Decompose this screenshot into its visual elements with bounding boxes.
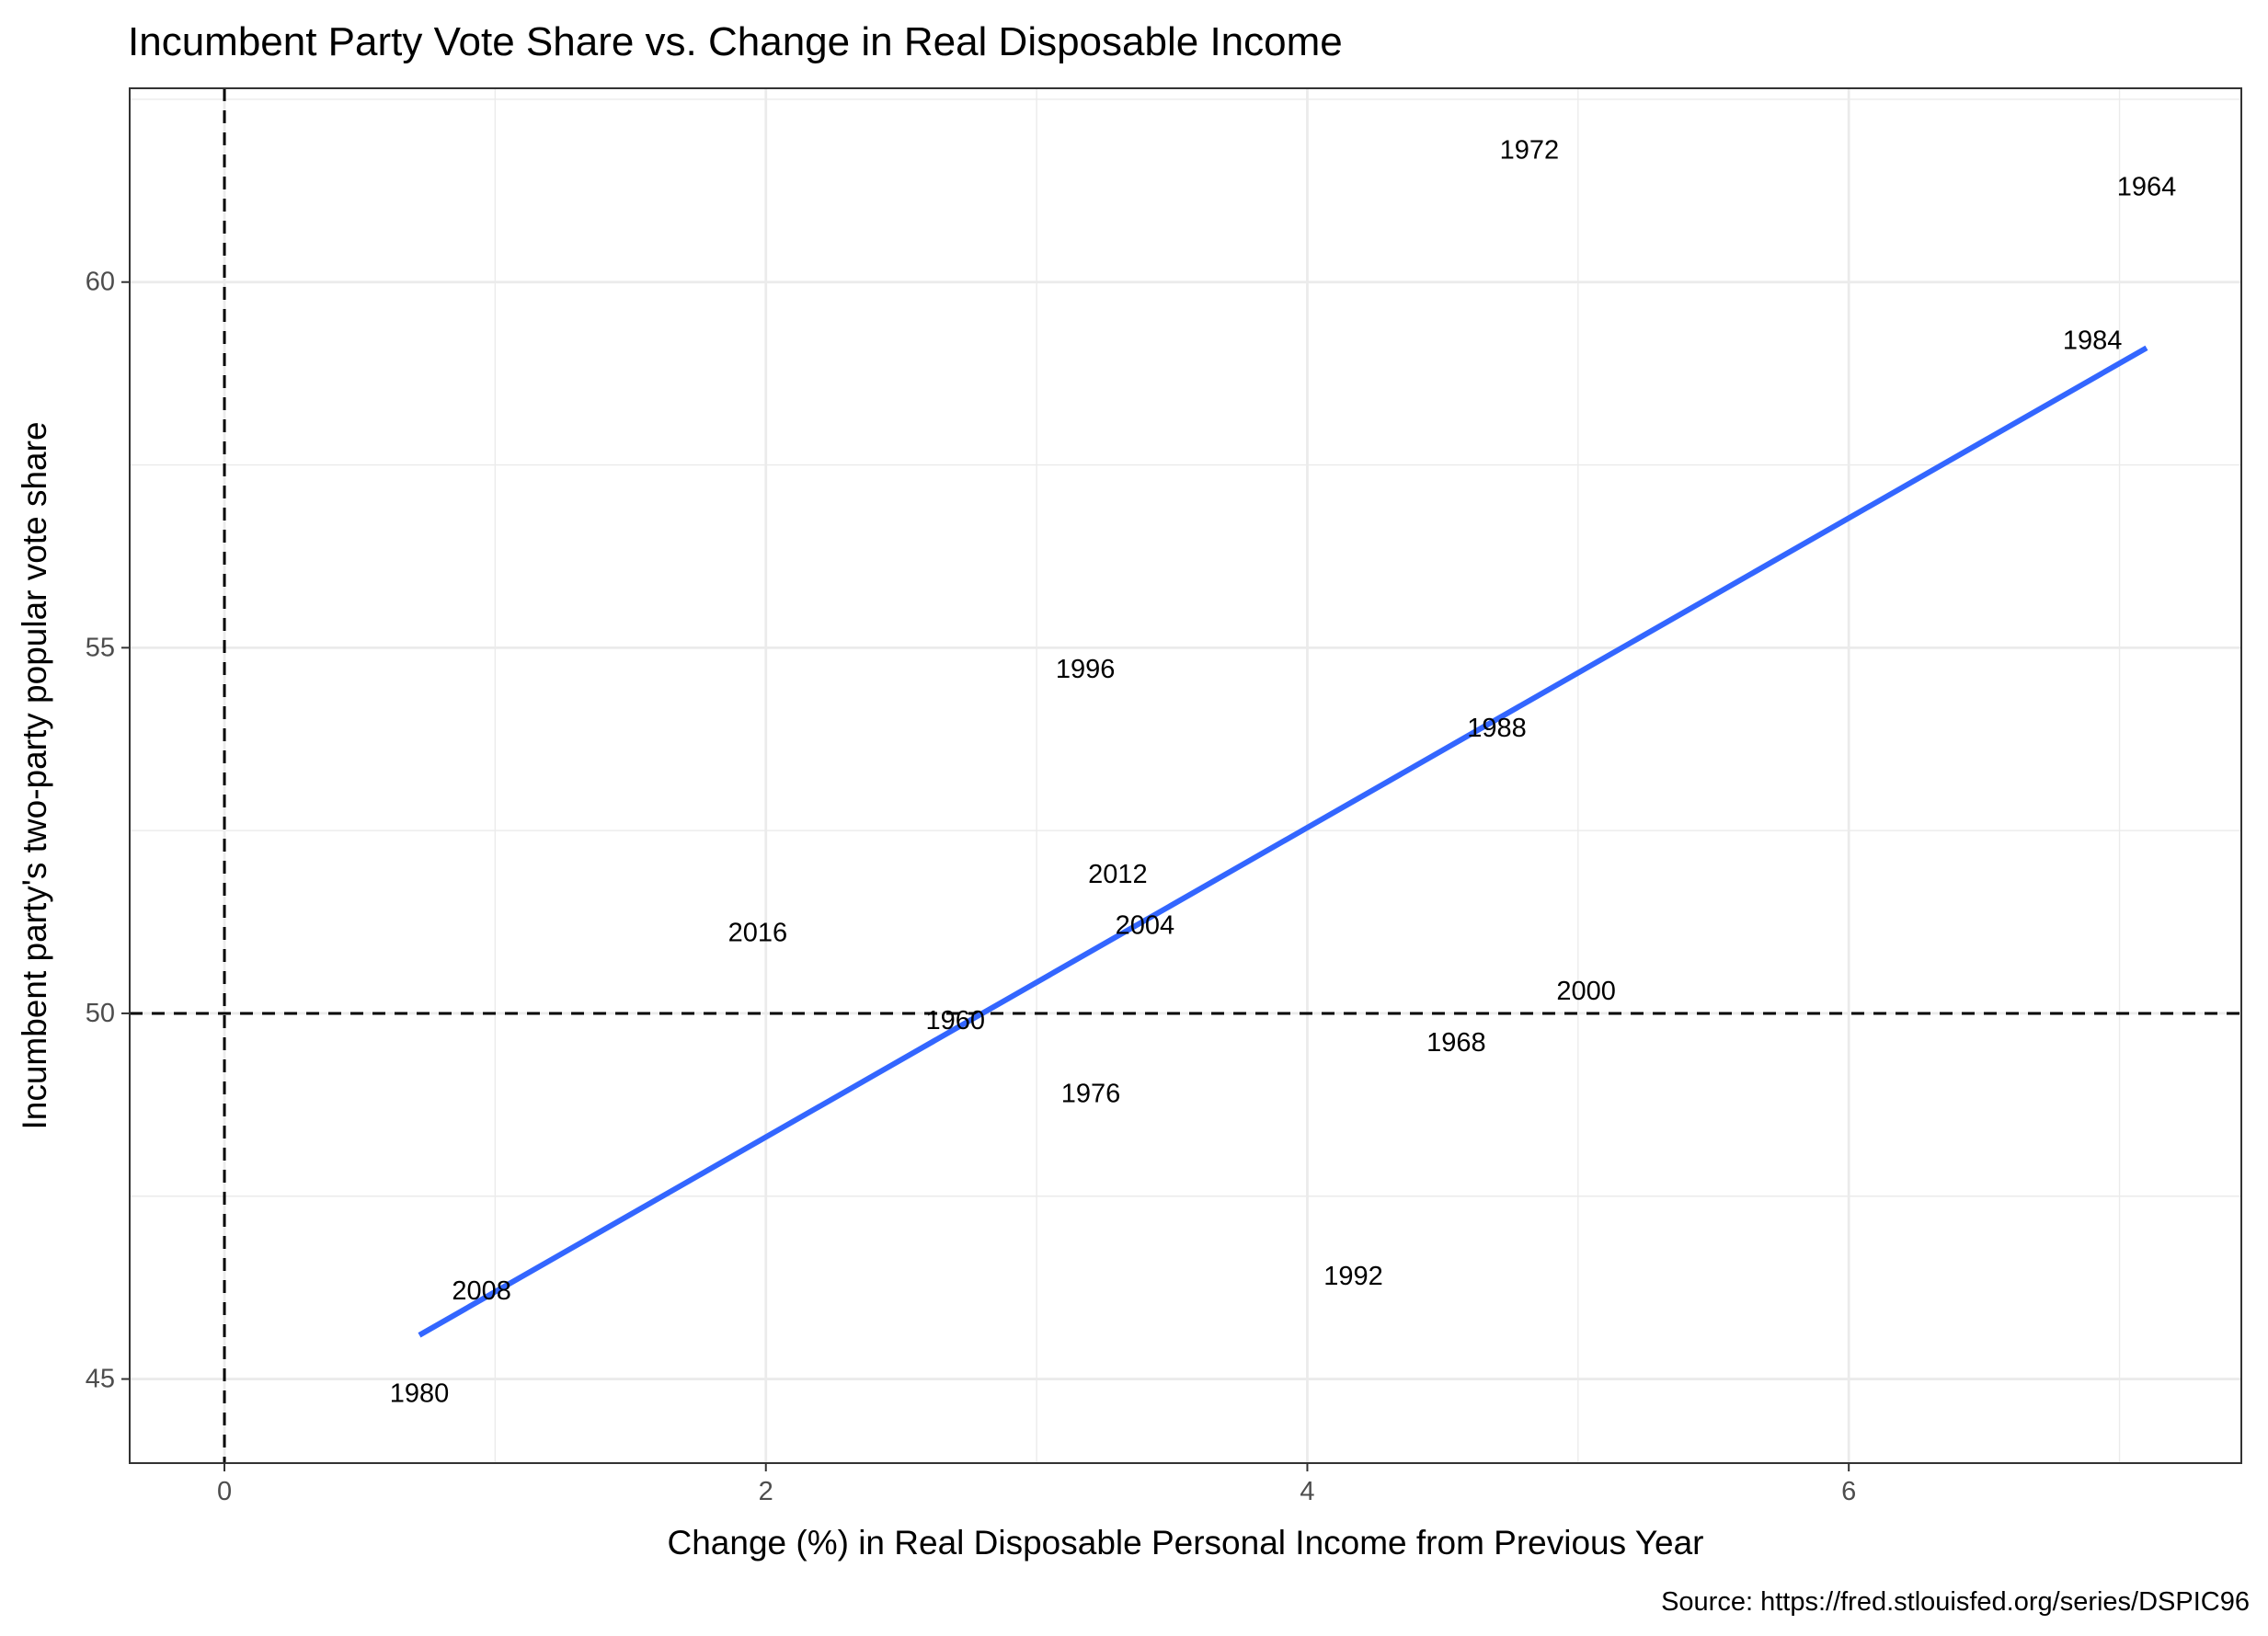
x-axis-title: Change (%) in Real Disposable Personal I…	[667, 1524, 1703, 1562]
y-tick-label: 50	[86, 999, 115, 1028]
reference-lines	[130, 88, 2241, 1463]
point-label: 2008	[452, 1276, 511, 1306]
point-label: 1964	[2117, 172, 2177, 201]
point-label: 1988	[1467, 714, 1527, 743]
point-label: 1996	[1056, 655, 1116, 684]
point-label: 1992	[1323, 1262, 1383, 1291]
point-labels: 1960 1964 1968 1972 1976 1980 1984 1988 1992 1996…	[390, 136, 2177, 1409]
point-label: 1980	[390, 1379, 450, 1408]
point-label: 1976	[1061, 1079, 1121, 1108]
y-tick-label: 45	[86, 1365, 115, 1394]
point-label: 1972	[1500, 136, 1560, 166]
point-label: 2016	[728, 918, 788, 947]
plot-panel	[129, 87, 2242, 1464]
point-label: 1984	[2063, 326, 2123, 355]
regression-line	[418, 345, 2148, 1338]
point-label: 1960	[926, 1006, 986, 1035]
x-tick-label: 6	[1841, 1477, 1856, 1506]
x-axis: 0 2 4 6	[217, 1463, 1856, 1506]
y-tick-label: 55	[86, 633, 115, 662]
point-label: 2012	[1088, 860, 1148, 889]
y-axis-title: Incumbent party's two-party popular vote…	[16, 421, 53, 1129]
point-label: 2004	[1116, 911, 1175, 941]
point-label: 1968	[1426, 1028, 1486, 1058]
x-tick-label: 4	[1300, 1477, 1314, 1506]
y-tick-label: 60	[86, 268, 115, 297]
x-tick-label: 0	[217, 1477, 232, 1506]
source-caption: Source: https://fred.stlouisfed.org/seri…	[1661, 1587, 2250, 1617]
x-tick-label: 2	[759, 1477, 773, 1506]
chart-title: Incumbent Party Vote Share vs. Change in…	[128, 19, 1343, 64]
fit-line-layer	[418, 345, 2148, 1338]
y-axis: 45 50 55 60	[86, 268, 130, 1394]
grid	[130, 88, 2241, 1463]
point-label: 2000	[1556, 977, 1616, 1006]
